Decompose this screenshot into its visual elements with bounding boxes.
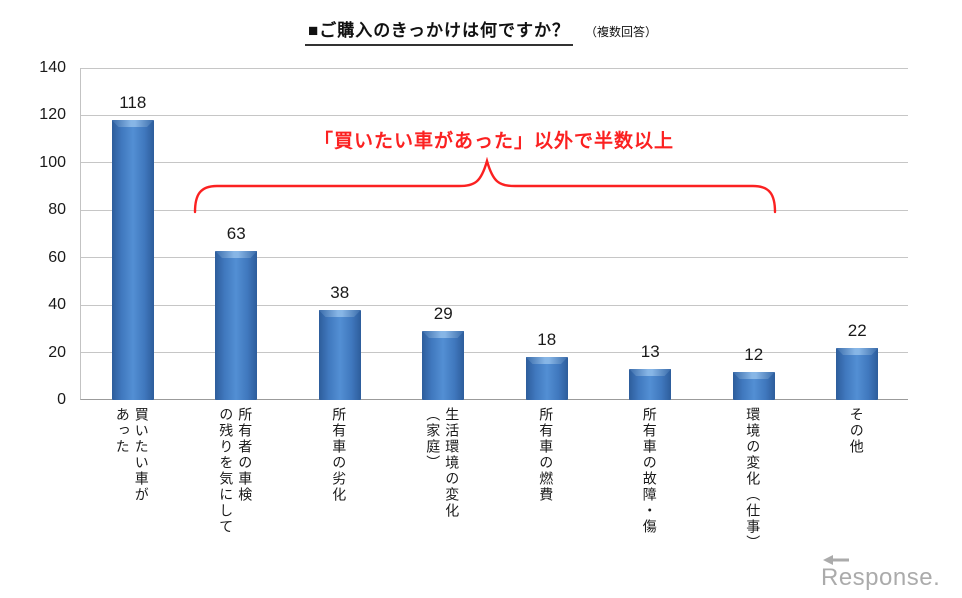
category-label: 所有車の燃費	[538, 407, 555, 503]
category-label: 所有車の劣化	[331, 407, 348, 503]
bar	[215, 251, 258, 400]
y-axis-label: 140	[39, 59, 66, 76]
bar-bevel	[836, 348, 879, 355]
gridline	[81, 304, 908, 306]
chart-title-row: ■ご購入のきっかけは何ですか？ （複数回答）	[0, 16, 962, 46]
category-label: 所有者の車検 の残りを気にして	[218, 407, 254, 535]
annotation-text: 「買いたい車があった」以外で半数以上	[313, 131, 675, 152]
y-axis-label: 0	[57, 391, 66, 408]
bar-value-label: 18	[537, 330, 557, 349]
bar-bevel	[111, 120, 154, 127]
chart-title-note: （複数回答）	[585, 25, 658, 39]
bar	[111, 120, 154, 400]
bar-value-label: 63	[226, 224, 246, 243]
bar-bevel	[318, 310, 361, 317]
y-axis-label: 100	[39, 153, 66, 171]
gridline	[81, 257, 908, 259]
category-label: 所有車の故障・傷	[641, 407, 658, 535]
y-axis-label: 20	[48, 343, 66, 361]
chart-title: ■ご購入のきっかけは何ですか？	[304, 16, 574, 46]
gridline	[81, 67, 908, 69]
bar	[836, 348, 879, 400]
category-label: 買いたい車が あった	[114, 407, 150, 503]
category-label: 環境の変化（仕事）	[745, 407, 762, 551]
y-axis-label: 120	[39, 106, 66, 124]
bar-bevel	[629, 369, 672, 376]
watermark-logo: Response.	[821, 555, 940, 591]
bar-bevel	[525, 357, 568, 364]
bar-value-label: 118	[119, 93, 147, 112]
brace-path	[193, 157, 777, 214]
y-axis-label: 60	[48, 248, 66, 266]
bar-value-label: 22	[847, 321, 867, 340]
bar-bevel	[215, 251, 258, 258]
category-label: 生活環境の変化 （家庭）	[425, 407, 461, 519]
gridline	[81, 162, 908, 164]
bar-value-label: 29	[433, 304, 453, 323]
bar-bevel	[422, 331, 465, 338]
bar-bevel	[732, 372, 775, 379]
watermark-text: Response.	[821, 564, 940, 591]
gridline	[81, 352, 908, 354]
y-axis-label: 80	[48, 201, 66, 219]
plot-area: 118 63 38 29 18 13 12 22	[80, 67, 908, 400]
bar	[629, 369, 672, 400]
annotation-brace	[193, 157, 777, 214]
bar	[525, 357, 568, 400]
gridline	[81, 114, 908, 116]
bar	[318, 310, 361, 400]
bar	[422, 331, 465, 400]
bar-value-label: 38	[330, 283, 350, 302]
bar-value-label: 13	[640, 342, 660, 361]
category-label: その他	[848, 407, 865, 455]
bar-value-label: 12	[744, 345, 764, 364]
watermark-arrowhead-icon	[823, 555, 833, 565]
y-axis-label: 40	[48, 296, 66, 314]
gridline	[81, 209, 908, 211]
bar	[732, 372, 775, 400]
